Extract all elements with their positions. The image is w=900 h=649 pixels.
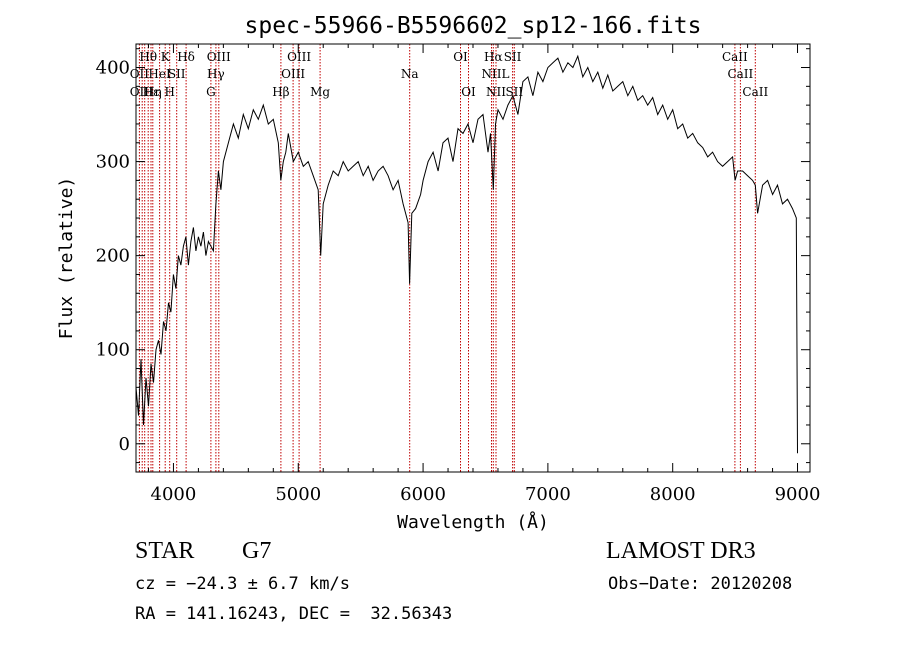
spectral-line-label: OIII: [281, 67, 305, 81]
spectral-line-label: Hθ: [139, 50, 157, 64]
spectral-line-label: Hδ: [177, 50, 195, 64]
spectrum-line: [135, 54, 798, 454]
y-tick-label: 200: [96, 246, 130, 267]
chart-title: spec-55966-B5596602_sp12-166.fits: [245, 13, 702, 39]
x-tick-label: 6000: [400, 484, 446, 505]
object-subclass: G7: [242, 538, 272, 564]
sky-coordinates: RA = 141.16243, DEC = 32.56343: [135, 604, 453, 624]
spectral-line-label: CaII: [722, 50, 748, 64]
x-tick-label: 4000: [151, 484, 197, 505]
observation-date: Obs−Date: 20120208: [608, 574, 793, 594]
x-axis-label: Wavelength (Å): [397, 511, 549, 533]
x-tick-label: 5000: [275, 484, 321, 505]
object-class: STAR: [135, 538, 195, 564]
spectral-line-label: CaII: [742, 85, 768, 99]
y-axis-label: Flux (relative): [56, 177, 77, 340]
spectral-line-label: Hη: [144, 85, 162, 99]
spectral-line-label: CaII: [727, 67, 753, 81]
x-tick-label: 9000: [775, 484, 821, 505]
spectral-line-label: L: [501, 67, 509, 81]
spectral-line-label: OI: [461, 85, 476, 99]
spectral-line-label: OIII: [287, 50, 311, 64]
spectral-line-label: Hα: [484, 50, 503, 64]
spectral-line-label: Na: [401, 67, 419, 81]
plot-frame: [135, 43, 811, 473]
x-tick-label: 8000: [650, 484, 696, 505]
y-tick-label: 0: [119, 434, 130, 455]
spectral-line-label: NII: [486, 85, 506, 99]
spectral-line-label: SII: [168, 67, 186, 81]
spectral-line-label: Hγ: [207, 67, 225, 81]
x-tick-label: 7000: [525, 484, 571, 505]
spectral-line-label: Hε: [143, 85, 160, 99]
spectral-line-label: OII: [130, 67, 150, 81]
spectral-line-label: SII: [504, 50, 522, 64]
spectral-line-label: SII: [505, 85, 523, 99]
spectral-line-label: HeI: [148, 67, 171, 81]
spectral-line-label: OII: [130, 85, 150, 99]
spectral-line-label: G: [206, 85, 216, 99]
spectral-line-label: Hβ: [272, 85, 289, 99]
redshift-velocity: cz = −24.3 ± 6.7 km/s: [135, 574, 350, 594]
spectral-line-label: OIII: [207, 50, 231, 64]
survey-name: LAMOST DR3: [606, 538, 756, 564]
spectral-line-label: Mg: [310, 85, 330, 99]
y-tick-label: 400: [96, 58, 130, 79]
y-tick-label: 300: [96, 152, 130, 173]
spectral-line-label: H: [164, 85, 174, 99]
spectral-line-label: OI: [453, 50, 468, 64]
spectral-line-label: NII: [481, 67, 501, 81]
spectral-line-label: K: [161, 50, 171, 64]
y-tick-label: 100: [96, 340, 130, 361]
